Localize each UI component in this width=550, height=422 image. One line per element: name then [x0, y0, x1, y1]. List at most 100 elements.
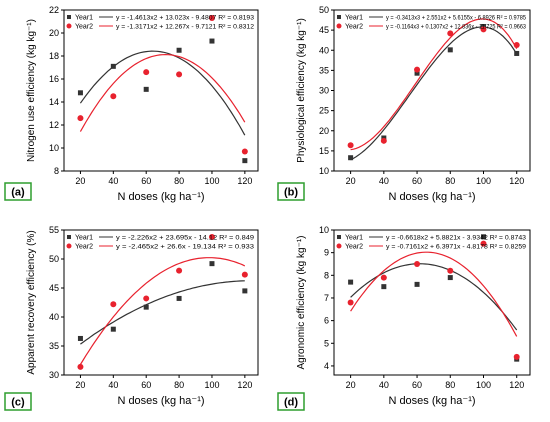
- data-point-year1: [348, 155, 354, 161]
- legend-marker: [336, 243, 342, 249]
- legend-equation: y = -2.226x2 + 23.695x - 14.12 R² = 0.84…: [116, 235, 254, 242]
- x-tick-label: 100: [204, 380, 219, 390]
- x-axis-title: N doses (kg ha⁻¹): [388, 191, 475, 203]
- legend-series-name: Year1: [75, 15, 93, 22]
- x-tick-label: 60: [412, 176, 422, 186]
- data-point-year2: [414, 260, 421, 267]
- data-point-year2: [143, 295, 150, 302]
- data-point-year2: [380, 274, 387, 281]
- x-tick-label: 120: [237, 380, 252, 390]
- x-axis-title: N doses (kg ha⁻¹): [388, 395, 475, 407]
- data-point-year1: [447, 275, 453, 281]
- data-point-year1: [77, 90, 83, 96]
- legend-equation: y = -2.465x2 + 26.6x - 19.134 R² = 0.933: [116, 244, 254, 251]
- chart-panel-3: 20 40 60 80 100 120 30 35 40 45 50 55 N doses (kg ha…: [4, 225, 259, 411]
- y-tick-label: 40: [319, 45, 329, 55]
- y-tick-label: 10: [49, 143, 59, 153]
- trend-line-year2: [350, 251, 518, 337]
- legend: Year1 y = -2.226x2 + 23.695x - 14.12 R² =…: [66, 235, 254, 251]
- y-tick-label: 10: [319, 166, 329, 176]
- x-tick-label: 20: [75, 176, 85, 186]
- trend-line-year2: [79, 257, 246, 365]
- panel-label: (a): [4, 182, 32, 201]
- legend-equation: y = -1.3171x2 + 12.267x - 9.7121 R² = 0.…: [116, 24, 254, 31]
- y-tick-label: 25: [319, 106, 329, 116]
- data-point-year2: [208, 233, 215, 240]
- x-tick-label: 40: [108, 176, 118, 186]
- x-tick-label: 120: [237, 176, 252, 186]
- panel-label-text: (c): [11, 397, 25, 409]
- y-tick-label: 6: [324, 316, 329, 326]
- legend-marker: [67, 235, 71, 239]
- x-tick-label: 100: [476, 380, 491, 390]
- y-tick-label: 35: [49, 341, 59, 351]
- legend-equation: y = -0.6618x2 + 5.8821x - 3.9342 R² = 0.…: [386, 235, 526, 242]
- y-axis-title: Physiological efficiency (kg kg⁻¹): [296, 18, 307, 163]
- data-point-year2: [447, 30, 454, 37]
- x-axis-title: N doses (kg ha⁻¹): [117, 191, 204, 203]
- plot-frame: [63, 9, 259, 172]
- x-tick-label: 40: [379, 176, 389, 186]
- y-tick-label: 50: [49, 254, 59, 264]
- data-point-year2: [143, 69, 150, 76]
- y-tick-label: 30: [49, 370, 59, 380]
- y-tick-label: 45: [319, 25, 329, 35]
- y-axis-title: Nitrogen use efficiency (kg kg⁻¹): [26, 19, 37, 162]
- y-tick-label: 16: [49, 74, 59, 84]
- x-tick-label: 80: [445, 380, 455, 390]
- y-tick-label: 18: [49, 51, 59, 61]
- legend-series-name: Year1: [345, 15, 363, 22]
- y-tick-label: 10: [319, 225, 329, 235]
- data-point-year2: [176, 267, 183, 274]
- legend: Year1 y = -1.4613x2 + 13.023x - 9.4807 R²…: [66, 15, 254, 31]
- data-point-year2: [110, 93, 117, 100]
- data-point-year1: [176, 47, 182, 53]
- legend-series-name: Year1: [75, 235, 93, 242]
- legend: Year1 y = -0.6618x2 + 5.8821x - 3.9342 R²…: [336, 235, 526, 251]
- data-point-year2: [513, 42, 520, 49]
- legend-marker: [66, 23, 72, 29]
- data-point-year2: [110, 301, 117, 308]
- panel-label-text: (b): [284, 187, 298, 199]
- data-point-year1: [480, 234, 486, 240]
- data-point-year1: [77, 335, 83, 341]
- y-tick-label: 50: [319, 5, 329, 15]
- plot-frame: [333, 229, 531, 376]
- panel-label: (d): [277, 392, 305, 411]
- data-point-year2: [447, 267, 454, 274]
- legend-series-name: Year2: [345, 244, 363, 251]
- y-tick-label: 9: [324, 248, 329, 258]
- data-point-year1: [209, 38, 215, 44]
- data-point-year2: [480, 240, 487, 247]
- data-point-year1: [514, 50, 520, 56]
- data-point-year1: [242, 288, 248, 294]
- y-tick-label: 8: [324, 270, 329, 280]
- trend-line-year2: [350, 18, 518, 151]
- y-tick-label: 40: [49, 312, 59, 322]
- y-tick-label: 20: [49, 28, 59, 38]
- y-tick-label: 22: [49, 5, 59, 15]
- legend-series-name: Year1: [345, 235, 363, 242]
- data-point-year1: [414, 281, 420, 287]
- y-tick-label: 7: [324, 293, 329, 303]
- data-point-year1: [143, 304, 149, 310]
- x-tick-label: 120: [509, 176, 524, 186]
- x-tick-label: 20: [346, 176, 356, 186]
- x-tick-label: 40: [379, 380, 389, 390]
- data-point-year1: [143, 86, 149, 92]
- x-tick-label: 60: [141, 380, 151, 390]
- data-point-year2: [380, 137, 387, 144]
- data-point-year1: [381, 284, 387, 290]
- y-tick-label: 15: [319, 146, 329, 156]
- data-point-year1: [110, 63, 116, 69]
- data-point-year1: [414, 70, 420, 76]
- chart-panel-4: 20 40 60 80 100 120 4 5 6 7 8 9 10 N doses (kg ha⁻¹) A…: [277, 225, 531, 411]
- x-axis-title: N doses (kg ha⁻¹): [117, 395, 204, 407]
- plot-frame: [63, 229, 259, 376]
- data-point-year2: [241, 271, 248, 278]
- data-point-year1: [110, 326, 116, 332]
- legend-equation: y = -0.3413x3 + 2.551x2 + 5.6155x - 6.89…: [386, 15, 526, 22]
- legend-series-name: Year2: [75, 24, 93, 31]
- data-point-year1: [447, 47, 453, 53]
- x-tick-label: 60: [141, 176, 151, 186]
